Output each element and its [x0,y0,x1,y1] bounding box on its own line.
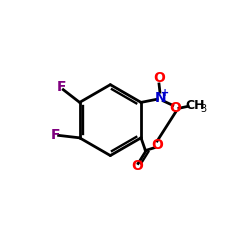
Text: O: O [153,72,165,86]
Text: CH: CH [186,99,205,112]
Text: N: N [154,91,166,105]
Text: 3: 3 [201,104,207,114]
Text: F: F [50,128,60,142]
Text: O: O [152,138,164,152]
Text: O: O [131,160,143,173]
Text: F: F [56,80,66,94]
Text: O: O [169,101,181,115]
Text: +: + [162,88,170,98]
